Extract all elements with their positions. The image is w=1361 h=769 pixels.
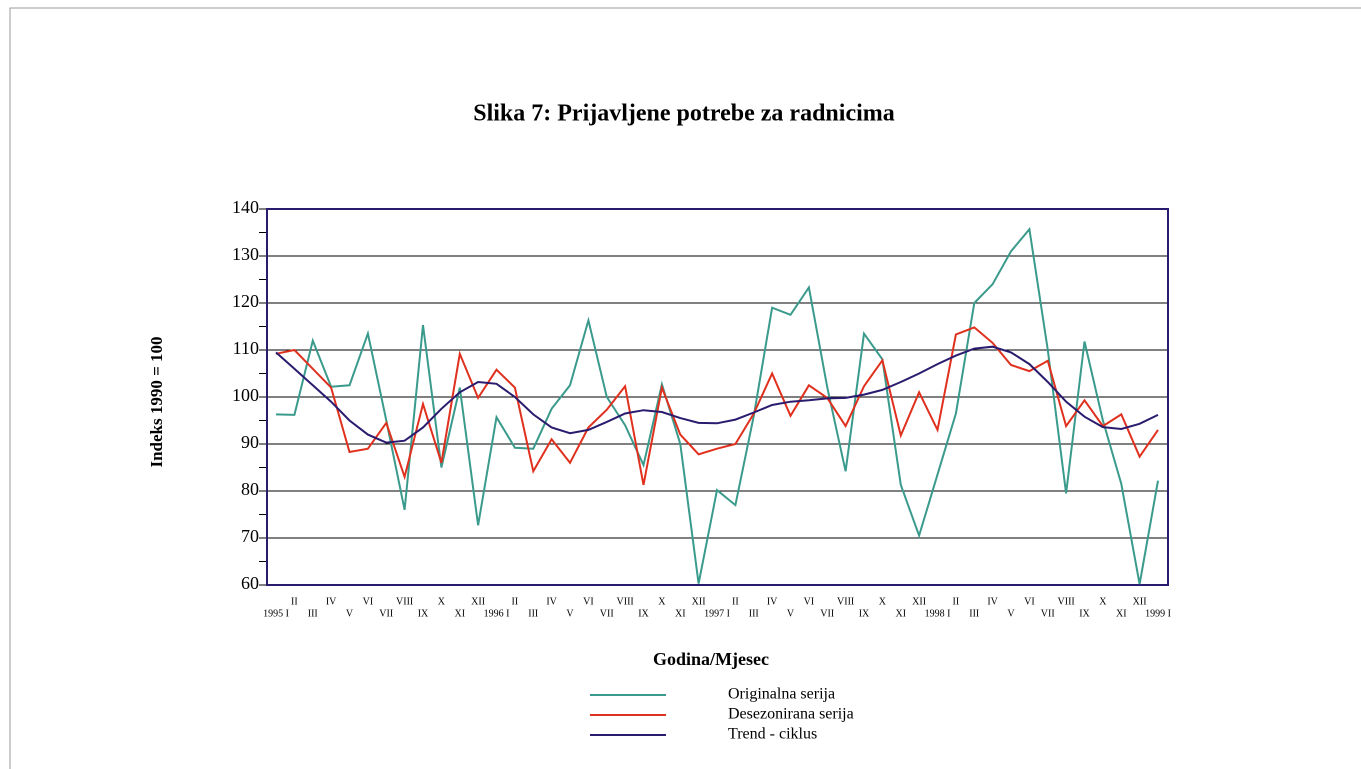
y-tick-label: 110 [233,338,259,358]
y-tick-label: 90 [241,432,259,452]
x-tick-label: III [969,608,979,619]
x-tick-label: III [749,608,759,619]
x-axis-title: Godina/Mjesec [653,649,769,669]
x-tick-label: IV [767,596,778,607]
x-tick-label: IX [859,608,870,619]
y-tick-label: 70 [241,526,259,546]
y-tick-label: 120 [232,291,259,311]
y-tick-label: 80 [241,479,259,499]
x-tick-label: 1996 I [484,608,510,619]
x-tick-label: V [566,608,574,619]
legend-label: Trend - ciklus [728,726,817,743]
x-tick-label: XI [454,608,465,619]
series-line [275,345,1159,444]
x-tick-label: XII [471,596,485,607]
x-tick-label: IV [546,596,557,607]
x-tick-label: III [528,608,538,619]
x-tick-label: IX [638,608,649,619]
x-tick-label: VII [820,608,834,619]
legend-label: Originalna serija [728,686,835,703]
x-tick-label: VII [379,608,393,619]
y-tick-label: 60 [241,573,259,593]
series-line [275,226,1159,585]
x-tick-label: 1997 I [704,608,730,619]
x-tick-label: VI [363,596,374,607]
x-tick-label: IV [326,596,337,607]
x-tick-label: VIII [617,596,634,607]
x-tick-label: 1998 I [925,608,951,619]
x-tick-label: 1999 I [1145,608,1171,619]
x-tick-label: X [438,596,446,607]
x-tick-label: II [291,596,298,607]
x-tick-label: III [308,608,318,619]
x-tick-label: V [787,608,795,619]
x-tick-label: IX [1079,608,1090,619]
x-tick-label: IV [987,596,998,607]
y-tick-label: 130 [232,244,259,264]
legend-label: Desezonirana serija [728,706,854,723]
x-tick-label: IX [418,608,429,619]
x-tick-label: VI [804,596,815,607]
x-tick-label: VIII [396,596,413,607]
chart-title: Slika 7: Prijavljene potrebe za radnicim… [473,101,895,127]
series-line [275,326,1159,486]
x-tick-label: VIII [1058,596,1075,607]
x-tick-label: XI [895,608,906,619]
x-tick-label: II [732,596,739,607]
x-tick-label: II [512,596,519,607]
x-tick-label: VII [1041,608,1055,619]
x-tick-label: VII [600,608,614,619]
x-tick-label: X [658,596,666,607]
x-tick-label: V [1007,608,1015,619]
x-tick-label: XI [1116,608,1127,619]
y-tick-label: 100 [232,385,259,405]
plot-frame [266,208,1169,586]
x-tick-label: II [953,596,960,607]
x-tick-label: VI [583,596,594,607]
x-tick-label: V [346,608,354,619]
page-frame [9,7,1361,769]
x-tick-label: X [1099,596,1107,607]
x-tick-label: VIII [837,596,854,607]
x-tick-label: 1995 I [263,608,289,619]
x-tick-label: VI [1024,596,1035,607]
y-tick-label: 140 [232,197,259,217]
y-axis-title: Indeks 1990 = 100 [147,336,166,467]
x-tick-label: XII [1133,596,1147,607]
x-tick-label: XII [692,596,706,607]
x-tick-label: X [879,596,887,607]
x-tick-label: XII [912,596,926,607]
x-tick-label: XI [675,608,686,619]
